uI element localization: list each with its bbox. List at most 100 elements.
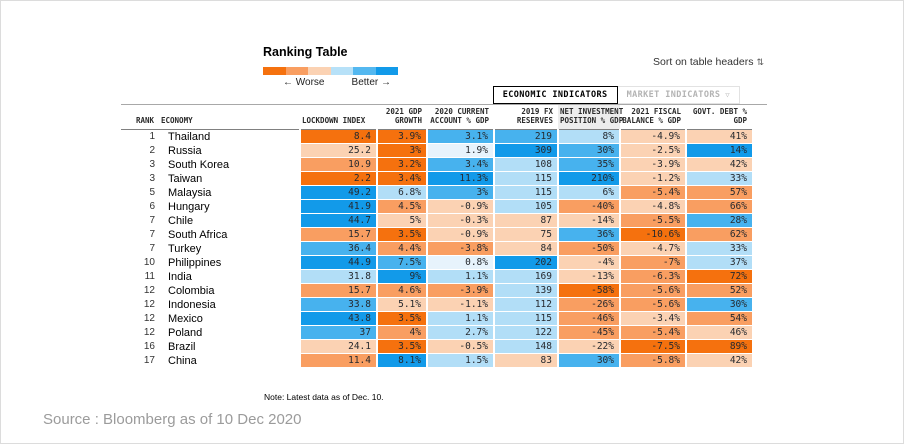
cell-gdp-growth: 3%: [376, 143, 427, 159]
legend-swatch: [353, 67, 376, 75]
cell-current-account: 1.1%: [426, 269, 494, 285]
table-row: 11 India 31.8 9% 1.1% 169 -13% -6.3% 72%: [121, 269, 752, 285]
cell-net-investment: 30%: [557, 353, 620, 369]
cell-net-investment: -58%: [557, 283, 620, 299]
col-header-fx-reserves[interactable]: 2019 FX RESERVES: [494, 105, 558, 130]
cell-current-account: 2.7%: [426, 325, 494, 341]
table-row: 6 Hungary 41.9 4.5% -0.9% 105 -40% -4.8% 66%: [121, 199, 752, 215]
cell-current-account: -3.9%: [426, 283, 494, 299]
col-header-net-investment[interactable]: NET INVESTMENT POSITION % GDP: [558, 105, 623, 130]
economy-cell: Brazil: [168, 340, 196, 353]
cell-fiscal-balance: -4.8%: [619, 199, 686, 215]
col-header-lockdown[interactable]: LOCKDOWN INDEX: [300, 105, 377, 130]
tab-market-indicators[interactable]: MARKET INDICATORS ▽: [617, 86, 740, 104]
cell-fx-reserves: 219: [493, 129, 558, 145]
cell-net-investment: 30%: [557, 143, 620, 159]
cell-govt-debt: 54%: [685, 311, 752, 327]
table-body: 1 Thailand 8.4 3.9% 3.1% 219 8% -4.9% 41% 2 Russia…: [121, 129, 752, 369]
table-row: 7 Chile 44.7 5% -0.3% 87 -14% -5.5% 28%: [121, 213, 752, 229]
cell-govt-debt: 46%: [685, 325, 752, 341]
cell-lockdown: 15.7: [299, 227, 377, 243]
rank-cell: 7: [149, 243, 155, 255]
cell-lockdown: 10.9: [299, 157, 377, 173]
cell-fiscal-balance: -5.5%: [619, 213, 686, 229]
rank-cell: 17: [143, 355, 155, 367]
cell-govt-debt: 52%: [685, 283, 752, 299]
col-header-fiscal-balance[interactable]: 2021 FISCAL BALANCE % GDP: [620, 105, 686, 130]
col-header-current-account[interactable]: 2020 CURRENT ACCOUNT % GDP: [427, 105, 494, 130]
cell-net-investment: 35%: [557, 157, 620, 173]
cell-net-investment: 8%: [557, 129, 620, 145]
cell-gdp-growth: 3.9%: [376, 129, 427, 145]
cell-current-account: -0.3%: [426, 213, 494, 229]
tab-underline: [121, 104, 767, 105]
economy-cell: China: [168, 354, 197, 367]
cell-current-account: 11.3%: [426, 171, 494, 187]
col-header-govt-debt[interactable]: GOVT. DEBT % GDP: [686, 105, 752, 130]
table-row: 17 China 11.4 8.1% 1.5% 83 30% -5.8% 42%: [121, 353, 752, 369]
table-row: 12 Poland 37 4% 2.7% 122 -45% -5.4% 46%: [121, 325, 752, 341]
cell-gdp-growth: 4.4%: [376, 241, 427, 257]
cell-current-account: 1.9%: [426, 143, 494, 159]
economy-cell: Indonesia: [168, 298, 216, 311]
page-title: Ranking Table: [263, 45, 348, 59]
cell-fx-reserves: 148: [493, 339, 558, 355]
legend-swatch: [263, 67, 286, 75]
cell-lockdown: 41.9: [299, 199, 377, 215]
cell-gdp-growth: 6.8%: [376, 185, 427, 201]
sort-hint: Sort on table headers ⇅: [653, 56, 764, 68]
legend-labels: ← Worse Better →: [263, 77, 399, 88]
rank-cell: 7: [149, 215, 155, 227]
cell-fiscal-balance: -4.7%: [619, 241, 686, 257]
cell-net-investment: -46%: [557, 311, 620, 327]
cell-fx-reserves: 122: [493, 325, 558, 341]
economy-cell: Hungary: [168, 200, 210, 213]
cell-lockdown: 8.4: [299, 129, 377, 145]
cell-fx-reserves: 112: [493, 297, 558, 313]
cell-lockdown: 31.8: [299, 269, 377, 285]
dropdown-icon: ▽: [725, 91, 730, 99]
rank-cell: 6: [149, 201, 155, 213]
cell-govt-debt: 42%: [685, 157, 752, 173]
col-header-gdp-growth[interactable]: 2021 GDP GROWTH: [377, 105, 427, 130]
cell-fiscal-balance: -5.4%: [619, 325, 686, 341]
header-row: RANK ECONOMY LOCKDOWN INDEX 2021 GDP GROWTH 2…: [121, 105, 752, 130]
cell-current-account: -0.9%: [426, 227, 494, 243]
cell-fiscal-balance: -4.9%: [619, 129, 686, 145]
rank-cell: 12: [143, 327, 155, 339]
legend-worse-label: ← Worse: [283, 77, 325, 88]
table-row: 2 Russia 25.2 3% 1.9% 309 30% -2.5% 14%: [121, 143, 752, 159]
cell-fiscal-balance: -6.3%: [619, 269, 686, 285]
cell-fx-reserves: 169: [493, 269, 558, 285]
footnote: Note: Latest data as of Dec. 10.: [264, 392, 384, 402]
cell-fx-reserves: 105: [493, 199, 558, 215]
economy-cell: Turkey: [168, 242, 202, 255]
cell-gdp-growth: 9%: [376, 269, 427, 285]
cell-lockdown: 44.9: [299, 255, 377, 271]
cell-fiscal-balance: -5.4%: [619, 185, 686, 201]
cell-lockdown: 25.2: [299, 143, 377, 159]
table-row: 3 South Korea 10.9 3.2% 3.4% 108 35% -3.9% 42%: [121, 157, 752, 173]
tab-economic-indicators[interactable]: ECONOMIC INDICATORS: [492, 86, 618, 104]
cell-gdp-growth: 5.1%: [376, 297, 427, 313]
legend-better-label: Better →: [351, 77, 391, 88]
rank-cell: 1: [149, 131, 155, 143]
cell-net-investment: -13%: [557, 269, 620, 285]
cell-fiscal-balance: -2.5%: [619, 143, 686, 159]
cell-net-investment: 210%: [557, 171, 620, 187]
cell-fx-reserves: 75: [493, 227, 558, 243]
col-header-economy[interactable]: ECONOMY: [159, 105, 300, 130]
cell-fx-reserves: 309: [493, 143, 558, 159]
legend-swatch: [285, 67, 308, 75]
cell-fx-reserves: 108: [493, 157, 558, 173]
economy-cell: Taiwan: [168, 172, 203, 185]
cell-current-account: -0.5%: [426, 339, 494, 355]
col-header-rank[interactable]: RANK: [121, 105, 159, 130]
legend-swatch: [330, 67, 353, 75]
cell-current-account: -0.9%: [426, 199, 494, 215]
cell-gdp-growth: 3.5%: [376, 227, 427, 243]
rank-cell: 16: [143, 341, 155, 353]
cell-lockdown: 44.7: [299, 213, 377, 229]
cell-govt-debt: 57%: [685, 185, 752, 201]
